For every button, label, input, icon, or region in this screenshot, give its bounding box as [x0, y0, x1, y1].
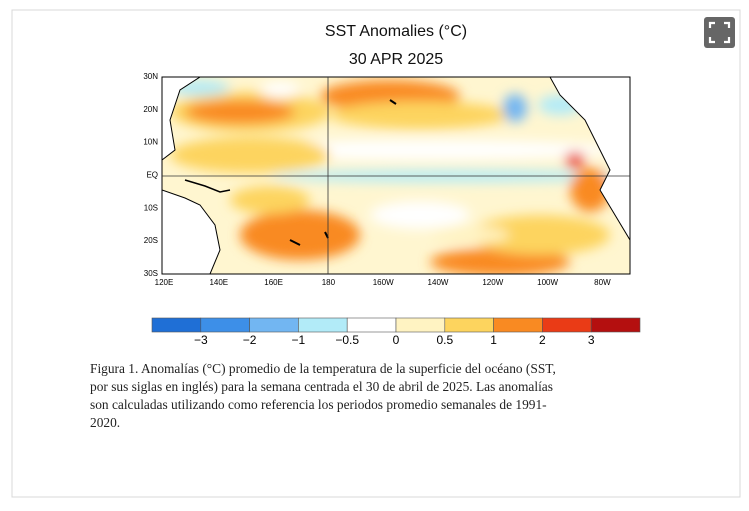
- lon-label: 160W: [373, 278, 394, 287]
- lon-label: 160E: [264, 278, 283, 287]
- colorbar-label: −0.5: [335, 333, 359, 347]
- colorbar-label: −3: [194, 333, 208, 347]
- colorbar-label: 0.5: [436, 333, 453, 347]
- colorbar-bin: [151, 317, 202, 333]
- lat-label: 10S: [144, 203, 158, 212]
- lon-label: 120W: [482, 278, 503, 287]
- lon-label: 180: [322, 278, 336, 287]
- colorbar-bin: [493, 317, 543, 333]
- colorbar-bin: [200, 317, 250, 333]
- colorbar-bin: [542, 317, 592, 333]
- lon-label: 140E: [209, 278, 228, 287]
- map-date: 30 APR 2025: [349, 51, 443, 68]
- colorbar-bin: [395, 317, 446, 333]
- lon-label: 100W: [537, 278, 558, 287]
- map-title: SST Anomalies (°C): [325, 23, 467, 40]
- colorbar-bin: [298, 317, 348, 333]
- colorbar-label: 0: [393, 333, 400, 347]
- lat-label: EQ: [146, 171, 158, 180]
- colorbar-bin: [444, 317, 494, 333]
- colorbar-bin: [249, 317, 299, 333]
- colorbar-label: 1: [490, 333, 497, 347]
- sst-field: [162, 77, 630, 274]
- caption-line: por sus siglas en inglés) para la semana…: [90, 379, 553, 394]
- lat-label: 30S: [144, 269, 158, 278]
- caption-line: 2020.: [90, 415, 120, 430]
- fullscreen-button[interactable]: [704, 17, 735, 48]
- caption-line: son calculadas utilizando como referenci…: [90, 397, 547, 412]
- lat-label: 30N: [143, 72, 158, 81]
- lon-label: 140W: [428, 278, 449, 287]
- lat-label: 20S: [144, 236, 158, 245]
- lon-label: 120E: [155, 278, 174, 287]
- colorbar-label: −2: [243, 333, 257, 347]
- colorbar-bin: [590, 317, 641, 333]
- lat-label: 20N: [143, 105, 158, 114]
- map-frame: [161, 76, 631, 275]
- lat-label: 10N: [143, 138, 158, 147]
- lon-label: 80W: [594, 278, 611, 287]
- colorbar-label: 3: [588, 333, 595, 347]
- colorbar-label: 2: [539, 333, 546, 347]
- colorbar-bin: [346, 317, 397, 333]
- caption-line: Figura 1. Anomalías (°C) promedio de la …: [90, 361, 556, 376]
- colorbar-label: −1: [292, 333, 306, 347]
